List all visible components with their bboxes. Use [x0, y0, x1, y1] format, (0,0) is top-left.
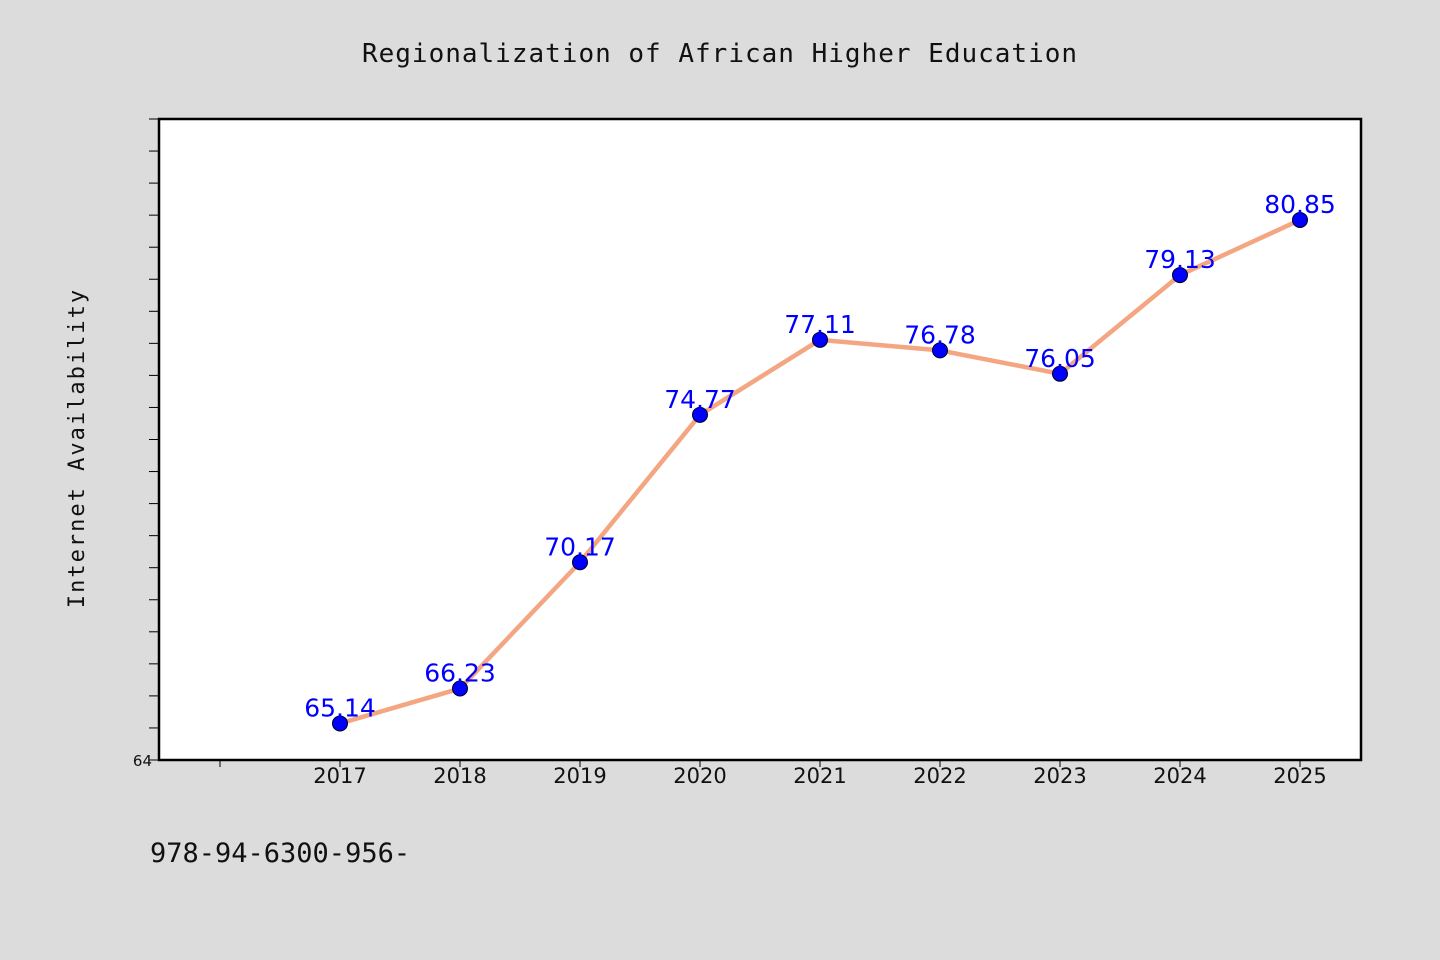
- data-label: 66.23: [424, 659, 496, 688]
- x-tick-label: 2024: [1153, 764, 1206, 788]
- y-tick-label: 64: [133, 752, 152, 770]
- data-point: [1292, 211, 1308, 228]
- data-point: [572, 554, 588, 571]
- x-tick-label: 2020: [673, 764, 726, 788]
- data-label: 70.17: [544, 532, 616, 561]
- data-labels: 65.14 66.23 70.17 74.77 77.11 76.78 76.05 79.13…: [304, 190, 1336, 723]
- x-tick-label: 2017: [313, 764, 366, 788]
- x-tick-label: 2025: [1273, 764, 1326, 788]
- data-label: 79.13: [1144, 245, 1216, 274]
- data-point: [692, 406, 708, 423]
- data-label: 74.77: [664, 385, 736, 414]
- data-point: [452, 680, 468, 697]
- data-point: [812, 331, 828, 348]
- data-label: 80.85: [1264, 190, 1336, 219]
- x-tick-label: 2018: [433, 764, 486, 788]
- y-axis-label: Internet Availability: [65, 288, 90, 608]
- x-tick-label: 2021: [793, 764, 846, 788]
- plot-area: [157, 117, 1363, 762]
- data-label: 76.05: [1024, 344, 1096, 373]
- series-layer: [332, 211, 1308, 732]
- data-point: [1052, 365, 1068, 382]
- x-tick-label: 2019: [553, 764, 606, 788]
- data-label: 76.78: [904, 320, 976, 349]
- footer-code: 978-94-6300-956-: [150, 838, 410, 869]
- x-tick-label: 2022: [913, 764, 966, 788]
- x-tick-label: 2023: [1033, 764, 1086, 788]
- x-axis-ticks: 2017 2018 2019 2020 2021 2022 2023 2024 2025: [219, 760, 1327, 788]
- data-label: 77.11: [784, 310, 856, 339]
- chart-title: Regionalization of African Higher Educat…: [362, 39, 1078, 69]
- data-point: [332, 715, 348, 732]
- data-point: [932, 342, 948, 359]
- data-label: 65.14: [304, 693, 376, 722]
- y-axis-ticks: 64: [133, 118, 159, 770]
- data-point: [1172, 267, 1188, 284]
